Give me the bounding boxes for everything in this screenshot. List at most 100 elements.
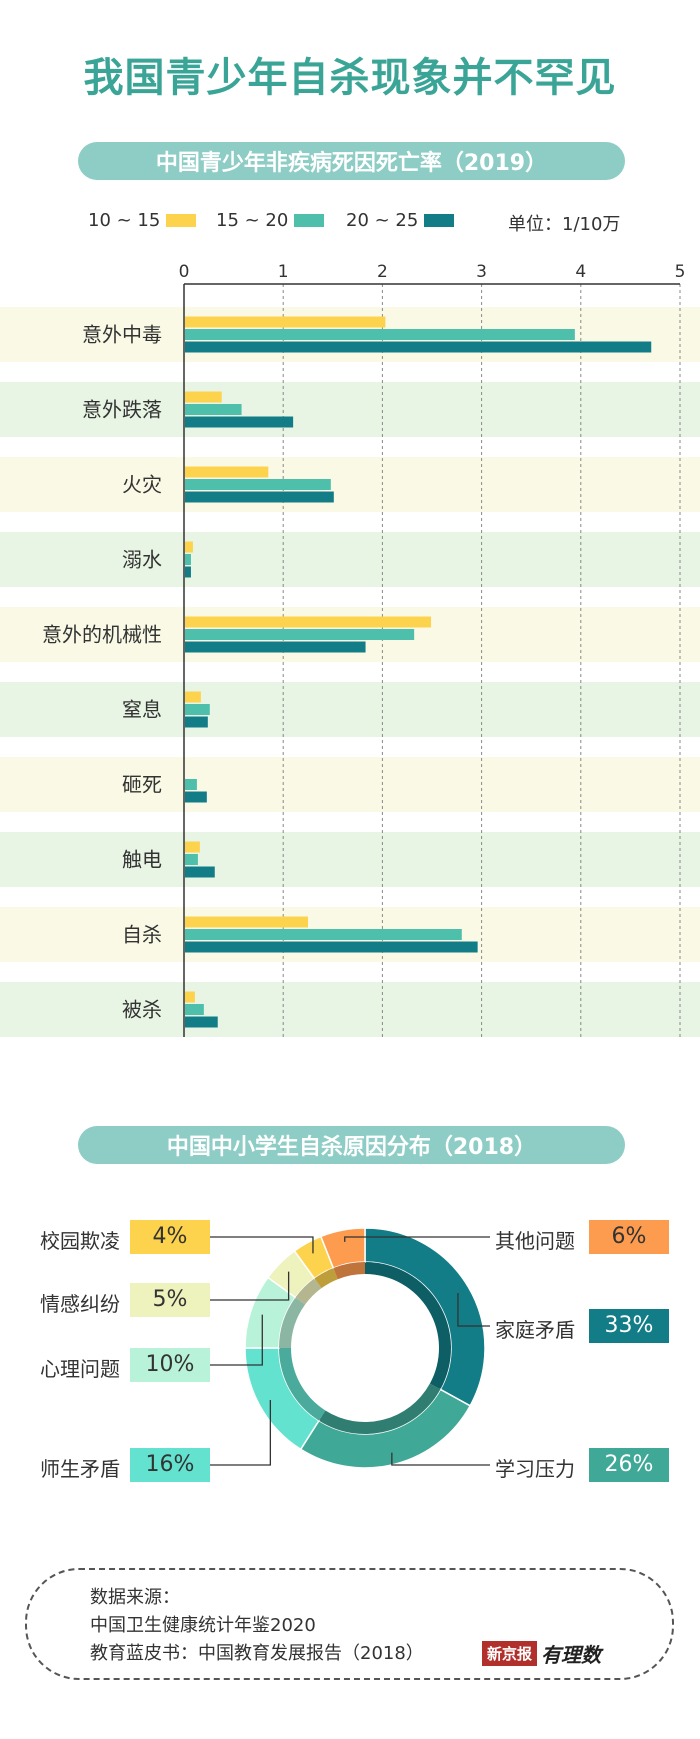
brand-logo: 新京报 有理数 [482, 1639, 601, 1668]
bar [185, 704, 210, 715]
category-label: 砸死 [122, 773, 162, 797]
donut-slice-inner [279, 1297, 306, 1348]
legend-label-20-25: 20 ~ 25 [346, 210, 419, 231]
donut-percent-box: 10% [130, 1348, 210, 1382]
bar [185, 629, 415, 640]
bar [185, 779, 197, 790]
category-label: 被杀 [122, 998, 162, 1022]
donut-slice-inner [295, 1278, 322, 1305]
bar [185, 479, 331, 490]
bar [185, 1004, 204, 1015]
bar-chart-legend: 10 ~ 15 15 ~ 20 20 ~ 25 [0, 210, 700, 236]
donut-slice-inner [333, 1262, 365, 1280]
bar [185, 866, 215, 878]
bar [185, 941, 478, 953]
donut-percent-box: 16% [130, 1448, 210, 1482]
logo-script: 有理数 [541, 1643, 602, 1667]
bar [185, 929, 462, 940]
donut-slice-inner [318, 1383, 441, 1434]
x-tick-label: 1 [278, 262, 289, 282]
bar [185, 541, 193, 553]
donut-slice-inner [279, 1348, 326, 1421]
source-line-1: 中国卫生健康统计年鉴2020 [90, 1615, 316, 1636]
row-background [0, 457, 700, 512]
donut-slice-inner [365, 1262, 451, 1390]
category-label: 火灾 [122, 473, 162, 497]
category-label: 自杀 [122, 923, 162, 947]
legend-item-15-20: 15 ~ 20 [216, 210, 325, 231]
bar [185, 341, 652, 353]
donut-percent-box: 5% [130, 1283, 210, 1317]
source-box [25, 1568, 674, 1680]
leader-line [210, 1271, 290, 1301]
row-background [0, 382, 700, 437]
donut-category-label: 家庭矛盾 [495, 1318, 575, 1342]
leader-line [210, 1314, 263, 1366]
bar [185, 491, 334, 503]
bar [185, 416, 294, 428]
category-label: 意外跌落 [82, 398, 162, 422]
category-label: 溺水 [122, 548, 162, 572]
legend-item-10-15: 10 ~ 15 [88, 210, 197, 231]
donut-chart-title: 中国中小学生自杀原因分布（2018） [78, 1126, 625, 1164]
unit-label: 单位：1/10万 [508, 214, 621, 235]
leader-line [457, 1293, 490, 1327]
bar [185, 991, 195, 1003]
bar [185, 391, 222, 403]
bar [185, 566, 191, 578]
x-tick-label: 0 [179, 262, 190, 282]
bar [185, 466, 269, 478]
leader-line [391, 1452, 490, 1466]
donut-category-label: 校园欺凌 [40, 1229, 120, 1253]
source-heading: 数据来源： [90, 1587, 180, 1608]
category-label: 意外的机械性 [42, 623, 162, 647]
bar [185, 916, 309, 928]
donut-percent-box: 6% [589, 1220, 669, 1254]
bar [185, 616, 432, 628]
bar [185, 316, 386, 328]
donut-percent-box: 26% [589, 1448, 669, 1482]
legend-swatch-10-15 [166, 214, 197, 227]
x-tick-label: 2 [377, 262, 388, 282]
bar [185, 691, 201, 703]
donut-category-label: 其他问题 [495, 1229, 575, 1253]
donut-category-label: 师生矛盾 [40, 1457, 120, 1481]
legend-item-20-25: 20 ~ 25 [346, 210, 455, 231]
bar [185, 554, 191, 565]
leader-line [210, 1400, 272, 1466]
bar [185, 841, 200, 853]
donut-chart [210, 1227, 490, 1469]
x-tick-label: 4 [575, 262, 586, 282]
bar [185, 641, 366, 653]
row-background [0, 757, 700, 812]
page-title: 我国青少年自杀现象并不罕见 [83, 55, 617, 101]
donut-category-label: 学习压力 [495, 1457, 575, 1481]
bar [185, 791, 207, 803]
legend-label-10-15: 10 ~ 15 [88, 210, 161, 231]
donut-percent-box: 4% [130, 1220, 210, 1254]
bar [185, 716, 208, 728]
category-label: 意外中毒 [82, 323, 162, 347]
category-label: 窒息 [122, 698, 162, 722]
x-tick-label: 3 [476, 262, 487, 282]
logo-text: 新京报 [482, 1641, 538, 1666]
donut-slice [364, 1227, 486, 1407]
legend-label-15-20: 15 ~ 20 [216, 210, 289, 231]
donut-category-label: 情感纠纷 [40, 1292, 120, 1316]
category-label: 触电 [122, 848, 162, 872]
bar [185, 1016, 218, 1028]
row-background [0, 832, 700, 887]
bar [185, 329, 575, 340]
row-background [0, 682, 700, 737]
leader-line [210, 1236, 314, 1254]
bar [185, 854, 198, 865]
legend-swatch-20-25 [424, 214, 455, 227]
row-background [0, 532, 700, 587]
donut-slice-inner [314, 1268, 338, 1289]
leader-line [344, 1236, 490, 1242]
donut-percent-box: 33% [589, 1309, 669, 1343]
x-tick-label: 5 [675, 262, 686, 282]
bar [185, 404, 242, 415]
donut-category-label: 心理问题 [40, 1357, 120, 1381]
